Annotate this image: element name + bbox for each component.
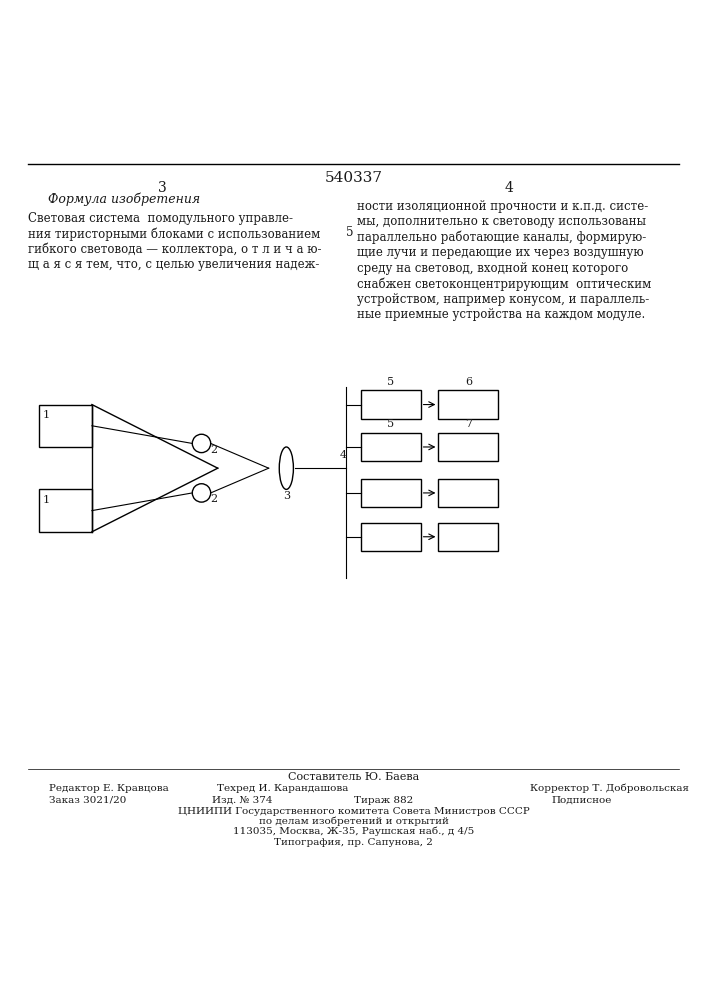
Text: 6: 6: [464, 377, 472, 387]
Text: Техред И. Карандашова: Техред И. Карандашова: [217, 784, 349, 793]
Bar: [361, 479, 421, 507]
Ellipse shape: [279, 447, 293, 489]
Text: Составитель Ю. Баева: Составитель Ю. Баева: [288, 772, 419, 782]
Text: Подписное: Подписное: [551, 796, 612, 805]
Text: 4: 4: [339, 450, 346, 460]
Text: Корректор Т. Добровольская: Корректор Т. Добровольская: [530, 784, 689, 793]
Text: Редактор Е. Кравцова: Редактор Е. Кравцова: [49, 784, 169, 793]
Circle shape: [192, 434, 211, 453]
Bar: [438, 523, 498, 551]
Text: по делам изобретений и открытий: по делам изобретений и открытий: [259, 816, 448, 826]
Bar: [361, 390, 421, 419]
Text: 540337: 540337: [325, 171, 382, 185]
Text: 3: 3: [283, 491, 290, 501]
Text: мы, дополнительно к световоду использованы: мы, дополнительно к световоду использова…: [357, 215, 646, 228]
Text: снабжен светоконцентрирующим  оптическим: снабжен светоконцентрирующим оптическим: [357, 277, 651, 291]
Text: 4: 4: [505, 181, 513, 195]
Bar: [361, 523, 421, 551]
Text: 113035, Москва, Ж-35, Раушская наб., д 4/5: 113035, Москва, Ж-35, Раушская наб., д 4…: [233, 826, 474, 836]
Bar: [438, 390, 498, 419]
Text: 2: 2: [211, 445, 218, 455]
Text: 2: 2: [211, 494, 218, 504]
Text: 5: 5: [346, 226, 353, 239]
Text: Формула изобретения: Формула изобретения: [47, 193, 200, 206]
Text: Изд. № 374: Изд. № 374: [212, 796, 273, 805]
Text: ЦНИИПИ Государственного комитета Совета Министров СССР: ЦНИИПИ Государственного комитета Совета …: [177, 807, 530, 816]
Text: 5: 5: [387, 377, 395, 387]
Text: щие лучи и передающие их через воздушную: щие лучи и передающие их через воздушную: [357, 246, 643, 259]
Text: 5: 5: [387, 419, 395, 429]
Bar: [438, 479, 498, 507]
Circle shape: [192, 484, 211, 502]
Text: 1: 1: [42, 495, 49, 505]
Text: Тираж 882: Тираж 882: [354, 796, 413, 805]
Text: ния тиристорными блоками с использованием: ния тиристорными блоками с использование…: [28, 227, 320, 241]
Text: ные приемные устройства на каждом модуле.: ные приемные устройства на каждом модуле…: [357, 308, 645, 321]
Text: щ а я с я тем, что, с целью увеличения надеж-: щ а я с я тем, что, с целью увеличения н…: [28, 258, 320, 271]
Bar: [438, 433, 498, 461]
Text: 1: 1: [42, 410, 49, 420]
Bar: [39, 489, 92, 532]
Text: Световая система  помодульного управле-: Световая система помодульного управле-: [28, 212, 293, 225]
Text: устройством, например конусом, и параллель-: устройством, например конусом, и паралле…: [357, 293, 649, 306]
Text: 3: 3: [158, 181, 167, 195]
Bar: [361, 433, 421, 461]
Text: параллельно работающие каналы, формирую-: параллельно работающие каналы, формирую-: [357, 231, 646, 244]
Text: ности изоляционной прочности и к.п.д. систе-: ности изоляционной прочности и к.п.д. си…: [357, 200, 648, 213]
Text: 7: 7: [465, 419, 472, 429]
Text: гибкого световода — коллектора, о т л и ч а ю-: гибкого световода — коллектора, о т л и …: [28, 243, 322, 256]
Text: среду на световод, входной конец которого: среду на световод, входной конец которог…: [357, 262, 629, 275]
Text: Типография, пр. Сапунова, 2: Типография, пр. Сапунова, 2: [274, 838, 433, 847]
Bar: [39, 405, 92, 447]
Text: Заказ 3021/20: Заказ 3021/20: [49, 796, 127, 805]
